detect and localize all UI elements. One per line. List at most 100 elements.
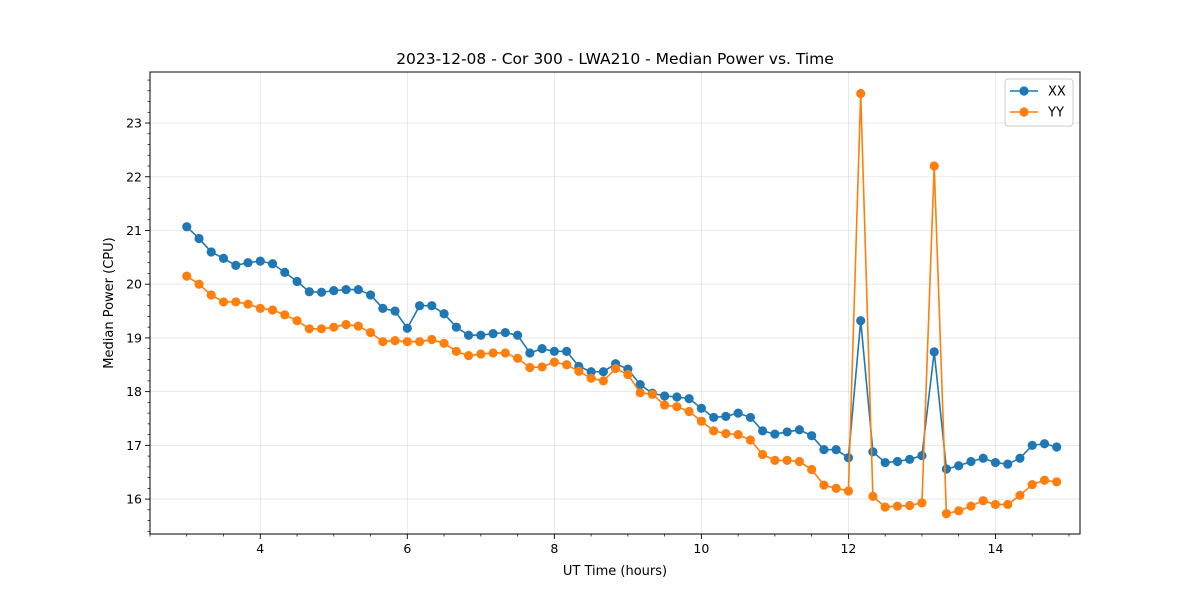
series-yy-point <box>182 271 192 281</box>
series-yy-point <box>807 464 817 475</box>
legend: XX YY <box>1004 78 1074 127</box>
series-yy-point <box>1015 490 1025 500</box>
grid-lines <box>150 72 1080 534</box>
legend-yy-marker <box>1019 107 1029 117</box>
series-xx-point <box>476 330 486 340</box>
series-yy-point <box>880 502 890 512</box>
series-yy-point <box>660 400 670 410</box>
chart-title: 2023-12-08 - Cor 300 - LWA210 - Median P… <box>396 50 834 68</box>
series-yy-point <box>231 297 241 307</box>
y-tick-label: 21 <box>126 223 142 238</box>
series-layer <box>182 88 1062 519</box>
series-xx-point <box>1039 439 1050 449</box>
y-tick-label: 22 <box>126 169 142 184</box>
series-xx-point <box>856 316 866 326</box>
series-xx-point <box>635 380 645 390</box>
series-xx-point <box>378 303 388 313</box>
series-xx-point <box>537 344 547 354</box>
series-xx-point <box>586 367 596 377</box>
series-yy-point <box>304 324 314 334</box>
series-xx-point <box>231 260 241 270</box>
series-yy-point <box>905 500 915 511</box>
series-yy-point <box>1052 477 1062 487</box>
series-yy-point <box>721 428 731 439</box>
series-xx-point <box>427 301 437 311</box>
series-xx-point <box>206 247 216 257</box>
series-yy-point <box>243 299 253 309</box>
series-yy-point <box>892 501 903 511</box>
series-xx-point <box>954 461 964 471</box>
series-yy-point <box>218 297 229 307</box>
series-xx-point <box>255 256 265 266</box>
series-yy-point <box>500 348 510 358</box>
series-yy-point <box>206 290 216 300</box>
y-tick-label: 19 <box>126 330 142 345</box>
series-yy-point <box>316 324 327 334</box>
series-xx-point <box>782 427 792 437</box>
series-xx-point <box>439 309 449 319</box>
series-xx-point <box>316 287 327 297</box>
series-xx-point <box>807 431 817 441</box>
series-yy-point <box>954 506 964 516</box>
series-xx-point <box>733 408 743 418</box>
series-xx-point <box>488 329 498 339</box>
series-xx-point <box>978 453 988 463</box>
series-xx-point <box>880 457 890 468</box>
series-yy-point <box>427 334 437 345</box>
y-tick-label: 20 <box>126 277 142 292</box>
series-yy-point <box>856 88 866 99</box>
series-xx-point <box>770 429 780 439</box>
series-yy-point <box>782 455 792 465</box>
series-yy-point <box>562 360 572 370</box>
series-xx-point <box>1027 440 1037 450</box>
series-xx-point <box>905 454 915 464</box>
x-tick-label: 8 <box>550 541 558 556</box>
series-xx-point <box>525 348 535 358</box>
series-yy-point <box>990 499 1001 510</box>
x-tick-label: 14 <box>988 541 1004 556</box>
series-xx-point <box>819 445 829 455</box>
series-xx-point <box>365 290 376 300</box>
series-xx-point <box>292 276 302 287</box>
series-xx-point <box>941 464 952 474</box>
series-xx-point <box>868 447 878 457</box>
series-yy-point <box>733 430 743 440</box>
series-yy-point <box>378 337 388 347</box>
legend-xx-label: XX <box>1048 85 1066 100</box>
series-yy-point <box>353 321 363 331</box>
plot-frame <box>149 71 1081 535</box>
series-yy-point <box>917 498 927 508</box>
series-xx-point <box>696 403 706 413</box>
series-yy-point <box>586 373 596 383</box>
series-yy-point <box>267 305 278 315</box>
series-yy-point <box>758 449 768 460</box>
series-yy-point <box>194 279 204 289</box>
series-yy-point <box>255 303 265 313</box>
series-yy-point <box>1003 499 1013 510</box>
series-xx-point <box>414 301 425 311</box>
series-yy-point <box>537 362 547 372</box>
series-xx-point <box>243 258 253 268</box>
series-xx-point <box>794 425 804 435</box>
series-xx-point <box>1003 459 1013 469</box>
series-yy-point <box>623 369 633 380</box>
series-yy-point <box>709 426 719 436</box>
series-yy-point <box>635 388 645 398</box>
series-yy-point <box>549 357 559 367</box>
series-xx-point <box>660 391 670 401</box>
series-xx-point <box>182 222 192 232</box>
series-xx-point <box>1015 453 1025 463</box>
series-xx-point <box>990 457 1001 468</box>
series-yy-point <box>476 349 486 359</box>
series-yy-point <box>390 336 400 346</box>
series-xx <box>182 222 1062 474</box>
series-yy-point <box>978 496 988 506</box>
series-yy-point <box>439 338 449 348</box>
series-yy-point <box>525 362 535 373</box>
series-xx-point <box>280 267 290 277</box>
y-tick-label: 16 <box>126 492 142 507</box>
series-yy-point <box>414 337 425 347</box>
series-xx-point <box>831 445 841 455</box>
